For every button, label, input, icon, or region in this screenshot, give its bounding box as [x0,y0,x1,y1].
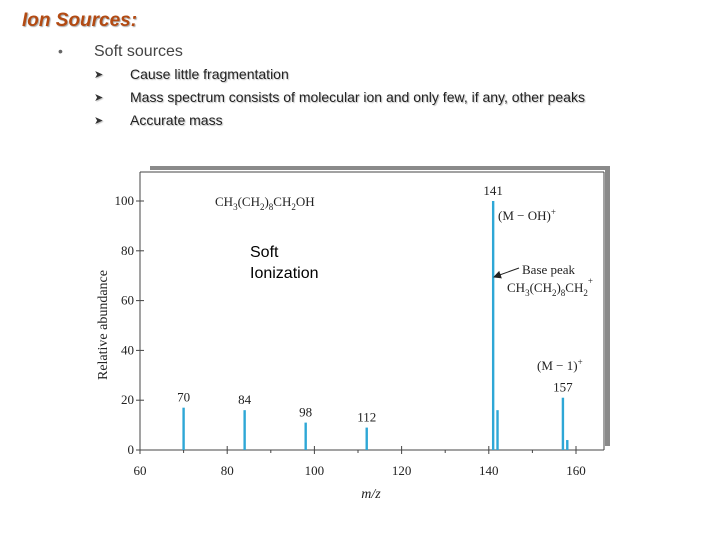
chart-plot-area [140,170,605,450]
x-tick-label: 100 [305,463,325,478]
sub-bullet-text: Mass spectrum consists of molecular ion … [130,89,585,105]
soft-ionization-label-line2: Ionization [250,265,319,282]
spectrum-peak [496,410,499,450]
axes: 0 20 40 60 80 100 60 80 100 120 140 160 m/z Relative … [96,172,604,502]
sub-bullet-text: Cause little fragmentation [130,66,289,82]
x-axis-title: m/z [361,487,381,502]
spectrum-peak [491,201,495,450]
y-tick-label: 0 [128,442,135,457]
arrow-bullet-icon: ➤ [94,92,104,104]
peak-label: 157 [553,380,573,395]
soft-ionization-label-line1: Soft [250,244,279,261]
base-peak-annotation: Base peak [522,262,576,277]
x-tick-label: 140 [479,463,499,478]
spectrum-peak [243,410,246,450]
spectrum-peak [365,427,368,450]
x-tick-label: 120 [392,463,412,478]
x-tick-label: 160 [566,463,586,478]
base-peak-formula: CH3(CH2)8CH2+ [507,276,593,298]
y-tick-label: 100 [115,193,135,208]
slide-title: Ion Sources: [22,10,138,31]
peak-label: 112 [357,410,376,425]
peak-label: 98 [299,405,312,420]
sub-bullet-text: Accurate mass [130,112,223,128]
m-minus-1-annotation: (M − 1)+ [537,357,583,373]
spectrum-peak [304,422,307,450]
y-axis-title: Relative abundance [96,270,111,380]
peak-label: 141 [483,183,503,198]
peak-label: 84 [238,392,252,407]
y-tick-label: 20 [121,392,134,407]
spectrum-peak [566,440,569,450]
x-tick-label: 60 [134,463,147,478]
peak-label: 70 [177,390,190,405]
arrow-bullet-icon: ➤ [94,115,104,127]
x-tick-label: 80 [221,463,234,478]
y-tick-label: 80 [121,243,134,258]
bullet-icon: • [58,43,63,59]
molecule-formula: CH3(CH2)8CH2OH [215,194,315,212]
spectrum-peak [182,407,185,450]
y-tick-label: 60 [121,293,134,308]
peaks: 70 84 98 112 141 157 [177,183,573,450]
spectrum-peak [561,397,565,450]
m-minus-oh-annotation: (M − OH)+ [498,207,556,223]
base-peak-arrow [493,267,520,279]
main-bullet-text: Soft sources [94,43,183,60]
arrow-bullet-icon: ➤ [94,69,104,81]
y-tick-label: 40 [121,342,134,357]
